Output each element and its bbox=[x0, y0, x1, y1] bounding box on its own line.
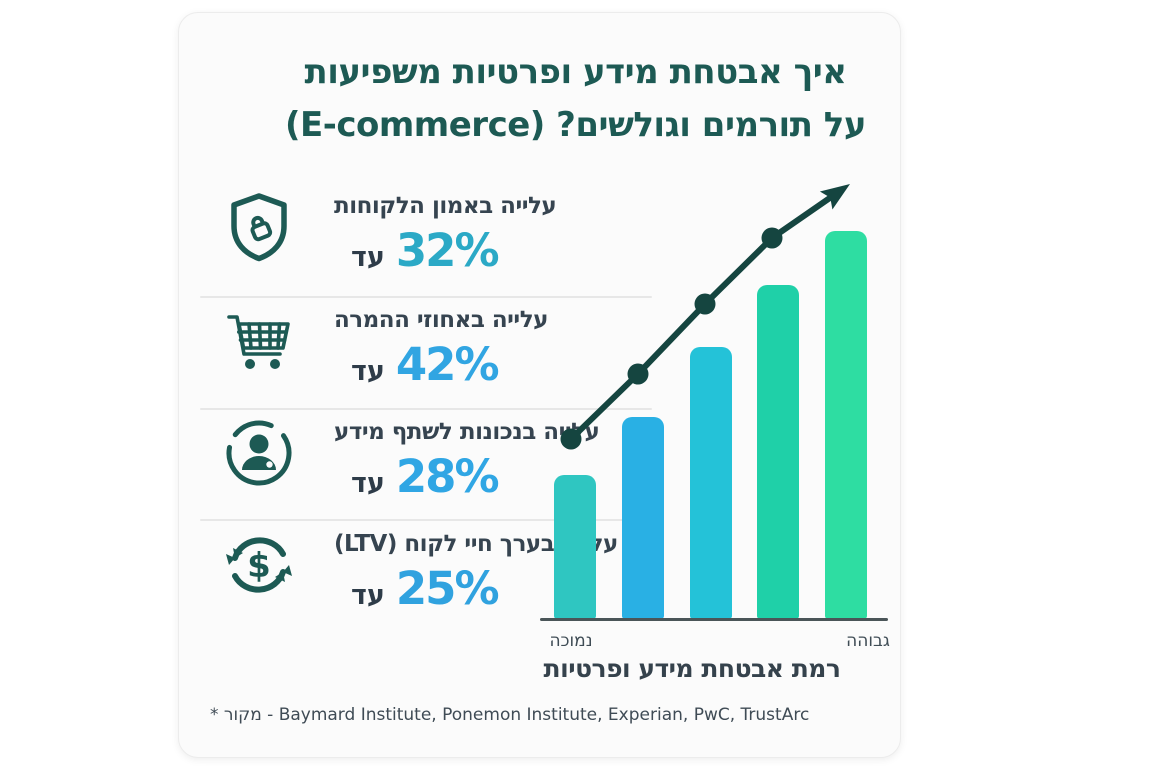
x-tick-low: נמוכה bbox=[549, 631, 593, 651]
stat-percentage: 32% bbox=[395, 224, 500, 277]
security-level-bar-chart: נמוכה גבוהה רמת אבטחת מידע ופרטיות bbox=[540, 172, 892, 702]
stat-percentage: 25% bbox=[395, 562, 500, 615]
stat-label: עלייה באחוזי ההמרה bbox=[334, 307, 548, 333]
x-axis-title: רמת אבטחת מידע ופרטיות bbox=[543, 654, 841, 683]
bar-level-3 bbox=[690, 347, 732, 619]
stat-percentage: 28% bbox=[395, 450, 500, 503]
trend-arrow-line bbox=[560, 184, 850, 450]
bar-level-4 bbox=[757, 285, 799, 619]
row-divider bbox=[200, 408, 652, 410]
stat-prefix: עד bbox=[351, 356, 385, 387]
page-title-line1: איך אבטחת מידע ופרטיות משפיעות bbox=[304, 52, 847, 92]
stat-row-conversion: עלייה באחוזי ההמרה עד 42% bbox=[222, 300, 652, 410]
shield-lock-icon bbox=[222, 190, 296, 264]
row-divider bbox=[200, 296, 652, 298]
page-title: איך אבטחת מידע ופרטיות משפיעות על תורמים… bbox=[178, 46, 901, 152]
stat-prefix: עד bbox=[351, 580, 385, 611]
bar-level-5 bbox=[825, 231, 867, 619]
bar-group bbox=[540, 172, 892, 619]
bar-level-2 bbox=[622, 417, 664, 619]
stat-label: עלייה באמון הלקוחות bbox=[334, 193, 557, 219]
stat-prefix: עד bbox=[351, 242, 385, 273]
x-axis-line bbox=[540, 618, 888, 621]
svg-text:$: $ bbox=[247, 546, 271, 586]
shopping-cart-icon bbox=[222, 304, 296, 378]
source-note: * מקור - Baymard Institute, Ponemon Inst… bbox=[210, 705, 810, 725]
stat-prefix: עד bbox=[351, 468, 385, 499]
x-tick-high: גבוהה bbox=[846, 631, 890, 651]
bar-level-1 bbox=[554, 475, 596, 619]
stat-row-share-info: עלייה בנכונות לשתף מידע עד 28% bbox=[222, 412, 652, 522]
stat-row-customer-trust: עלייה באמון הלקוחות עד 32% bbox=[222, 186, 652, 296]
person-circle-icon bbox=[222, 416, 296, 490]
stat-label: עלייה בנכונות לשתף מידע bbox=[334, 419, 600, 445]
row-divider bbox=[200, 519, 652, 521]
page-title-line2: על תורמים וגולשים? (E-commerce) bbox=[284, 105, 867, 145]
dollar-cycle-icon: $ bbox=[222, 528, 296, 602]
stat-percentage: 42% bbox=[395, 338, 500, 391]
